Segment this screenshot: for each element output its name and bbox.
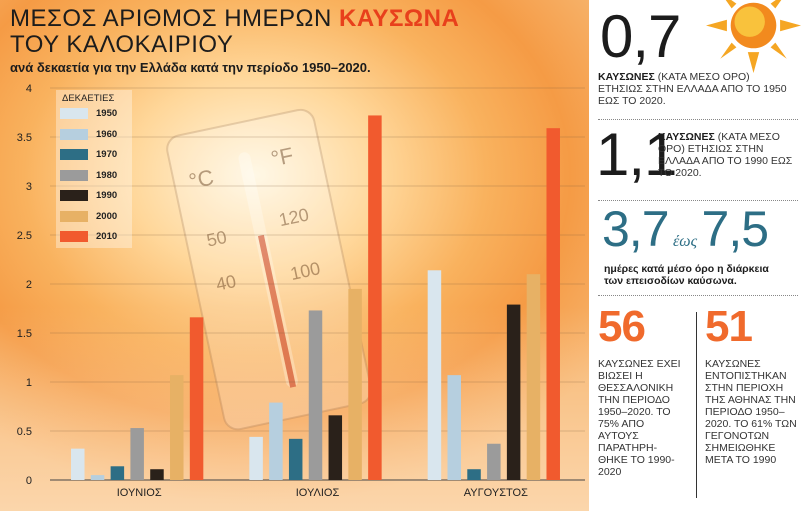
x-tick-label: ΙΟΥΝΙΟΣ	[117, 487, 162, 499]
y-tick-label: 2.5	[17, 230, 32, 242]
stat1-value: 0,7	[600, 3, 681, 70]
legend-swatch	[60, 169, 88, 181]
legend-swatch	[60, 190, 88, 201]
legend-title: ΔΕΚΑΕΤΙΕΣ	[62, 93, 115, 104]
y-tick-label: 2	[26, 279, 32, 291]
bar-1960-0	[90, 475, 105, 480]
thermometer-illustration: °C °F 50 40 120 100	[166, 108, 373, 431]
svg-text:50: 50	[205, 227, 229, 251]
divider	[598, 200, 798, 202]
bar-1950-2	[427, 270, 442, 480]
bar-2000-1	[348, 288, 362, 480]
y-tick-label: 3.5	[17, 132, 32, 144]
bar-1980-2	[487, 443, 501, 480]
legend-swatch	[60, 149, 88, 160]
y-tick-label: 3	[26, 181, 32, 193]
legend-label: 2000	[96, 210, 118, 222]
column-divider	[696, 312, 697, 498]
stats-panel	[589, 0, 807, 511]
bar-1990-2	[506, 304, 521, 480]
legend-label: 1990	[96, 190, 118, 201]
bar-1950-1	[249, 436, 263, 480]
divider	[598, 295, 798, 297]
y-tick-label: 4	[26, 83, 32, 95]
title-bold: ΚΑΥΣΩΝΑ	[338, 5, 460, 32]
chart-title: ΜΕΣΟΣ ΑΡΙΘΜΟΣ ΗΜΕΡΩΝ ΚΑΥΣΩΝΑ	[10, 6, 459, 32]
title-prefix: ΜΕΣΟΣ ΑΡΙΘΜΟΣ ΗΜΕΡΩΝ	[10, 5, 332, 32]
stat5-text: ΚΑΥΣΩΝΕΣ ΕΝΤΟΠΙΣΤΗΚΑΝ ΣΤΗΝ ΠΕΡΙΟΧΗ ΤΗΣ Α…	[705, 358, 797, 466]
bar-1980-0	[130, 428, 144, 480]
legend-swatch	[60, 128, 88, 140]
bar-1970-0	[110, 466, 125, 480]
bar-1990-1	[328, 415, 343, 480]
stat4-value: 56	[598, 302, 646, 351]
legend-label: 1960	[96, 128, 118, 140]
y-tick-label: 1.5	[17, 328, 32, 340]
sun-icon	[706, 0, 801, 73]
svg-text:40: 40	[214, 271, 238, 295]
x-tick-label: ΑΥΓΟΥΣΤΟΣ	[464, 487, 528, 499]
svg-text:°C: °C	[187, 164, 216, 194]
legend-label: 1980	[96, 169, 118, 181]
bar-chart: 0 0.5 1 1.5 2 2.5 3 3.5 4 ΙΟΥΝΙΟΣ ΙΟΥΛΙΟΣ ΑΥΓΟΥΣΤΟΣ	[17, 83, 585, 499]
divider	[598, 119, 798, 121]
x-tick-label: ΙΟΥΛΙΟΣ	[296, 487, 340, 499]
chart-subtitle: ανά δεκαετία για την Ελλάδα κατά την περ…	[10, 60, 371, 75]
bar-1960-1	[269, 402, 283, 480]
legend-label: 1950	[96, 108, 118, 119]
legend-swatch	[60, 231, 88, 242]
bar-1960-2	[447, 375, 461, 480]
stat5-value: 51	[705, 302, 753, 351]
bar-2010-2	[546, 128, 560, 480]
bar-2010-1	[368, 115, 382, 480]
bar-1970-2	[467, 469, 481, 480]
legend-swatch	[60, 210, 88, 222]
bar-2010-0	[189, 317, 204, 480]
chart-title-line2: ΤΟΥ ΚΑΛΟΚΑΙΡΙΟΥ	[10, 31, 234, 58]
stat3-range: 3,7 έως 7,5	[602, 201, 769, 257]
legend-swatch	[60, 108, 88, 119]
stat3-text: ημέρες κατά μέσο όρο η διάρκεια των επει…	[604, 263, 769, 287]
y-tick-label: 0	[26, 475, 32, 487]
legend-label: 1970	[96, 149, 118, 160]
legend-label: 2010	[96, 231, 118, 242]
stat2-text: ΚΑΥΣΩΝΕΣ (ΚΑΤΑ ΜΕΣΟ ΟΡΟ) ΕΤΗΣΙΩΣ ΣΤΗΝ ΕΛ…	[658, 131, 793, 179]
y-tick-label: 0.5	[17, 426, 32, 438]
bar-2000-0	[170, 375, 184, 480]
chart-legend: ΔΕΚΑΕΤΙΕΣ 1950 1960 1970 1980 1990 2000 2010	[56, 90, 132, 248]
stat1-text: ΚΑΥΣΩΝΕΣ (ΚΑΤΑ ΜΕΣΟ ΟΡΟ) ΕΤΗΣΙΩΣ ΣΤΗΝ ΕΛ…	[598, 71, 787, 107]
y-tick-label: 1	[26, 377, 32, 389]
bar-2000-2	[526, 274, 541, 480]
bar-1950-0	[71, 448, 85, 480]
svg-text:°F: °F	[269, 142, 296, 171]
stat2-value: 1,1	[596, 121, 677, 188]
bar-1970-1	[288, 438, 303, 480]
stat4-text: ΚΑΥΣΩΝΕΣ ΕΧΕΙ ΒΙΩΣΕΙ Η ΘΕΣΣΑΛΟΝΙΚΗ ΤΗΝ Π…	[598, 358, 681, 478]
bar-1990-0	[150, 469, 164, 480]
bar-1980-1	[308, 310, 323, 480]
